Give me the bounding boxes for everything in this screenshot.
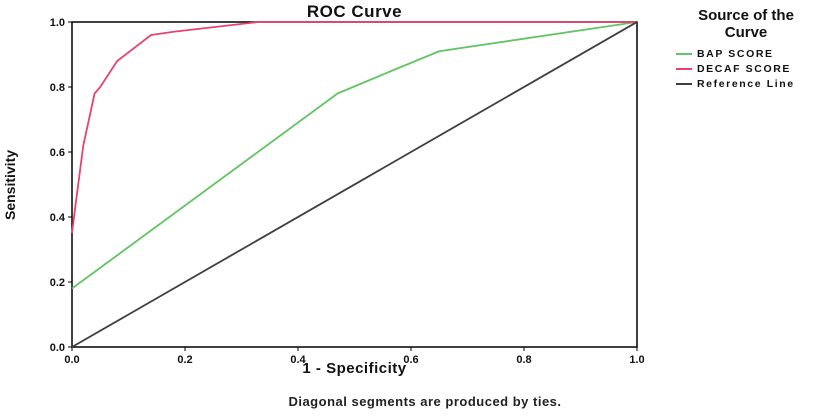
legend-label: Reference Line [697,78,795,90]
y-tick-label: 0.4 [50,212,66,224]
legend-entries: BAP SCORE DECAF SCORE Reference Line [676,48,816,90]
chart-title: ROC Curve [306,2,403,21]
legend-label: DECAF SCORE [697,63,792,75]
y-tick-label: 0.6 [50,147,65,159]
x-tick-label: 0.0 [64,354,79,366]
legend-swatch-decaf-score [676,68,692,70]
series-line-bap-score [71,21,638,290]
legend-entry-reference-line: Reference Line [676,78,816,90]
series-line-reference-line [71,21,638,348]
x-axis-label: 1 - Specificity [302,360,407,377]
legend-entry-decaf-score: DECAF SCORE [676,63,816,75]
series-line-decaf-score [71,21,637,234]
legend-entry-bap-score: BAP SCORE [676,48,816,60]
y-tick-label: 0.8 [50,82,65,94]
legend: Source of the Curve BAP SCORE DECAF SCORE… [676,7,816,93]
legend-swatch-bap-score [676,53,692,55]
x-tick-label: 1.0 [629,354,644,366]
y-tick-label: 1.0 [50,17,65,29]
legend-title: Source of the Curve [698,7,794,41]
roc-plot-area: 0.0 0.2 0.4 0.6 0.8 1.0 0.0 0.2 0.4 0.6 0.8 1.0 [50,17,645,366]
y-axis-label: Sensitivity [2,149,18,221]
x-tick-label: 0.2 [177,354,192,366]
y-tick-label: 0.2 [50,277,65,289]
x-tick-label: 0.6 [403,354,418,366]
x-tick-label: 0.4 [290,354,306,366]
x-tick-label: 0.8 [516,354,531,366]
legend-label: BAP SCORE [697,48,774,60]
legend-swatch-reference-line [676,83,692,85]
chart-caption: Diagonal segments are produced by ties. [288,394,562,409]
y-tick-label: 0.0 [50,342,65,354]
